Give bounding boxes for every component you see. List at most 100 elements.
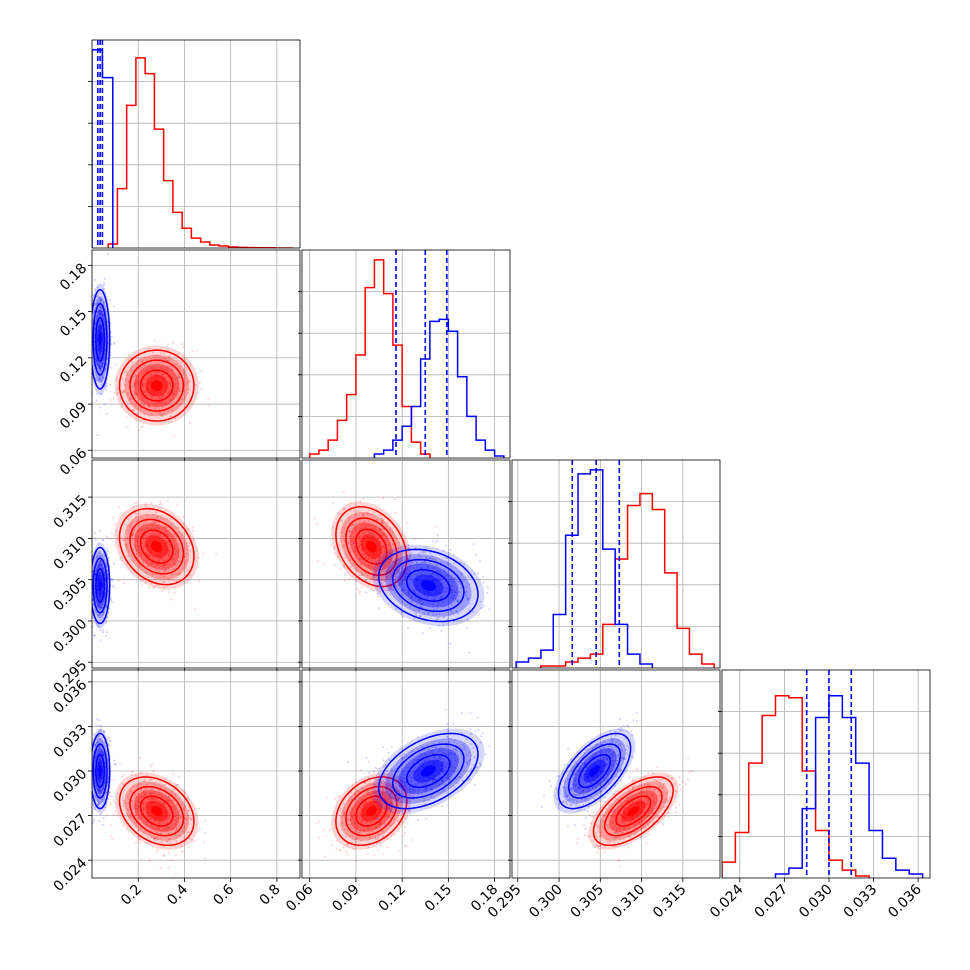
scatter-point — [135, 419, 137, 422]
scatter-point — [349, 530, 351, 532]
scatter-point — [330, 544, 333, 547]
scatter-point — [122, 774, 125, 776]
scatter-point — [102, 284, 105, 287]
scatter-point — [94, 743, 97, 746]
scatter-point — [356, 831, 359, 834]
scatter-point — [488, 745, 491, 748]
scatter-point — [390, 548, 393, 551]
scatter-point — [129, 816, 132, 819]
scatter-point — [420, 567, 423, 570]
scatter-point — [378, 767, 380, 770]
scatter-point — [167, 567, 170, 570]
scatter-point — [106, 784, 109, 787]
scatter-point — [376, 798, 379, 801]
scatter-point — [145, 814, 148, 816]
contour-line — [95, 753, 105, 789]
scatter-point — [158, 396, 161, 399]
scatter-point — [184, 806, 187, 809]
scatter-point — [369, 783, 372, 786]
scatter-point — [383, 549, 386, 552]
scatter-point — [444, 591, 447, 594]
scatter-point — [444, 764, 447, 766]
scatter-point — [137, 399, 140, 402]
scatter-point — [101, 563, 104, 566]
scatter-point — [142, 537, 145, 539]
scatter-point — [457, 760, 460, 763]
scatter-point — [138, 805, 141, 808]
scatter-point — [175, 503, 178, 506]
scatter-point — [150, 788, 153, 790]
scatter-point — [421, 603, 424, 606]
scatter-point — [349, 811, 352, 814]
scatter-point — [318, 837, 321, 840]
scatter-point — [87, 344, 89, 346]
scatter-point — [143, 779, 146, 782]
scatter-point — [121, 513, 124, 516]
scatter-point — [136, 374, 138, 377]
scatter-point — [135, 380, 137, 383]
scatter-point — [142, 790, 145, 793]
scatter-point — [438, 571, 441, 574]
scatter-point — [96, 358, 99, 361]
scatter-point — [318, 819, 321, 822]
scatter-point — [420, 606, 423, 609]
scatter-point — [354, 830, 357, 833]
scatter-point — [361, 819, 363, 822]
scatter-point — [150, 562, 153, 565]
scatter-point — [167, 343, 170, 346]
scatter-point — [178, 403, 181, 406]
histogram-step — [92, 49, 114, 248]
scatter-point — [180, 815, 182, 818]
scatter-point — [161, 362, 164, 365]
scatter-point — [397, 562, 400, 565]
scatter-point — [158, 523, 161, 526]
scatter-point — [170, 524, 173, 527]
scatter-point — [154, 372, 157, 375]
scatter-point — [373, 558, 376, 561]
scatter-point — [141, 384, 144, 387]
scatter-point — [98, 321, 101, 324]
scatter-point — [403, 588, 406, 590]
scatter-point — [137, 381, 140, 384]
scatter-point — [315, 821, 318, 824]
scatter-point — [88, 772, 90, 774]
scatter-point — [108, 744, 111, 747]
scatter-point — [105, 621, 108, 624]
scatter-point — [352, 847, 355, 850]
scatter-point — [89, 754, 91, 756]
scatter-point — [139, 838, 142, 841]
scatter-point — [97, 614, 100, 617]
scatter-point — [177, 526, 180, 529]
scatter-point — [168, 808, 171, 811]
scatter-point — [142, 384, 145, 387]
scatter-point — [95, 302, 98, 305]
scatter-point — [361, 524, 363, 527]
scatter-point — [175, 390, 178, 393]
scatter-point — [382, 779, 385, 782]
scatter-point — [322, 562, 325, 565]
scatter-point — [98, 613, 101, 616]
scatter-point — [358, 547, 361, 550]
scatter-point — [402, 770, 405, 773]
scatter-point — [146, 562, 149, 565]
scatter-point — [392, 811, 395, 814]
scatter-point — [134, 393, 137, 396]
scatter-point — [388, 593, 391, 595]
scatter-point — [388, 824, 391, 827]
scatter-point — [378, 527, 381, 530]
scatter-point — [135, 547, 138, 550]
scatter-point — [134, 814, 136, 817]
scatter-point — [313, 517, 316, 520]
scatter-point — [164, 403, 167, 406]
scatter-point — [374, 534, 377, 537]
scatter-point — [398, 773, 401, 776]
scatter-point — [155, 563, 158, 566]
scatter-point — [396, 820, 399, 822]
scatter-point — [190, 818, 193, 821]
scatter-point — [358, 535, 361, 538]
scatter-point — [108, 299, 111, 302]
scatter-point — [106, 616, 109, 618]
contour-line — [129, 518, 185, 575]
scatter-point — [385, 798, 388, 801]
scatter-point — [215, 553, 218, 555]
